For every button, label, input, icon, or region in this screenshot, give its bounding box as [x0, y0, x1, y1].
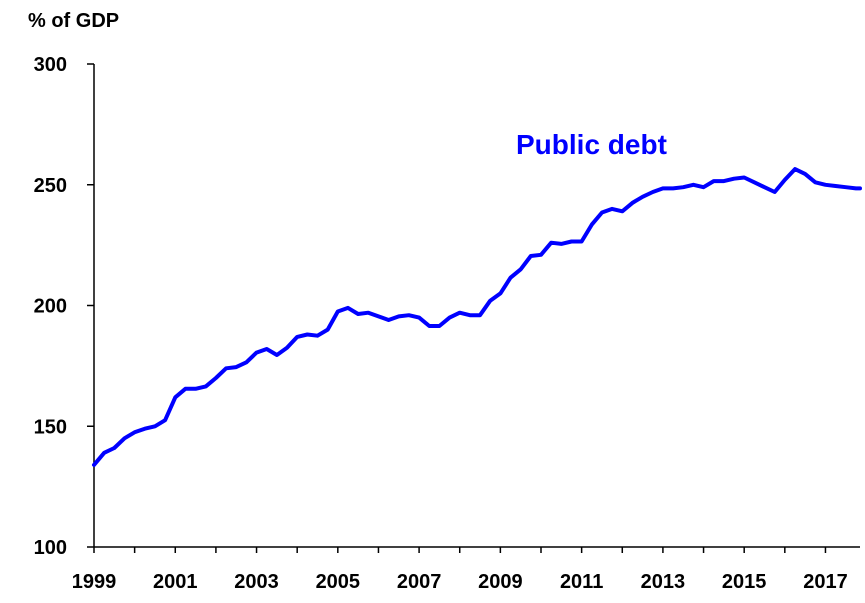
x-tick-label: 1999	[72, 571, 117, 593]
series-label-public-debt: Public debt	[516, 129, 667, 160]
y-axis-unit-label: % of GDP	[28, 10, 119, 32]
y-tick-label: 100	[34, 537, 67, 559]
y-tick-label: 200	[34, 296, 67, 318]
x-tick-label: 2009	[478, 571, 523, 593]
x-tick-label: 2003	[234, 571, 279, 593]
y-tick-label: 300	[34, 54, 67, 76]
series-group	[92, 167, 862, 467]
y-tick-label: 150	[34, 416, 67, 438]
x-tick-label: 2005	[316, 571, 361, 593]
x-tick-label: 2013	[641, 571, 686, 593]
y-tick-label: 250	[34, 175, 67, 197]
x-tick-label: 2007	[397, 571, 442, 593]
x-tick-label: 2017	[803, 571, 848, 593]
x-tick-label: 2011	[560, 571, 603, 593]
y-axis-ticks: 100 150 200 250 300	[34, 54, 94, 559]
x-axis-ticks: 1999 2001 2003 2005 2007 2009 2011 2013 2015 2017	[72, 547, 848, 593]
x-tick-label: 2015	[722, 571, 767, 593]
x-tick-label: 2001	[153, 571, 198, 593]
series-line-public-debt	[92, 167, 862, 467]
